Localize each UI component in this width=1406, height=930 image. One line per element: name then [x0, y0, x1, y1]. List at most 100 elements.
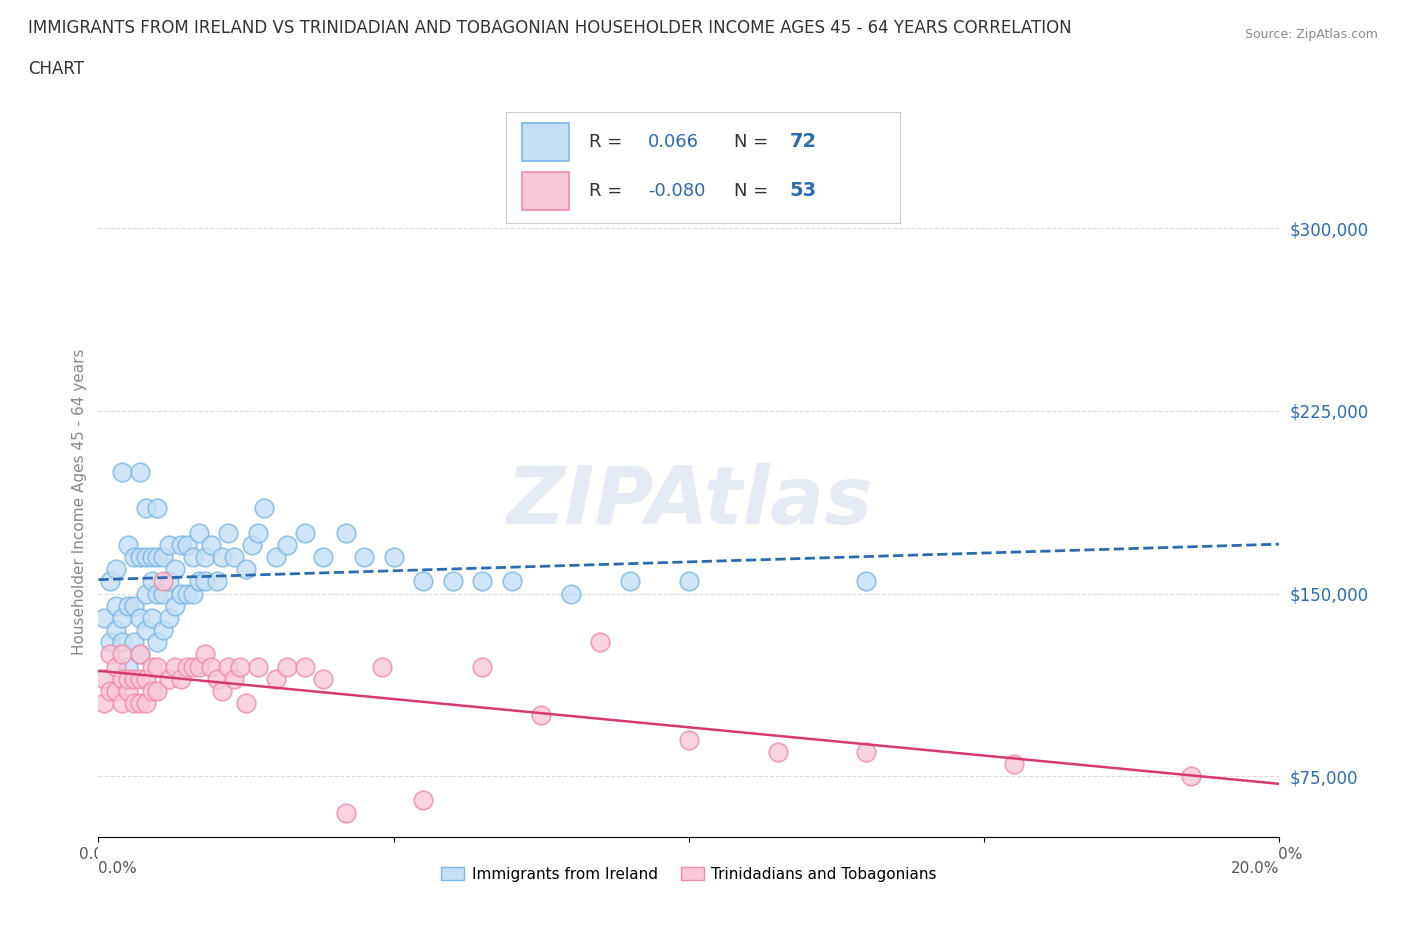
- Point: [152, 586, 174, 601]
- Text: CHART: CHART: [28, 60, 84, 78]
- Text: IMMIGRANTS FROM IRELAND VS TRINIDADIAN AND TOBAGONIAN HOUSEHOLDER INCOME AGES 45: IMMIGRANTS FROM IRELAND VS TRINIDADIAN A…: [28, 19, 1071, 36]
- Point: [135, 696, 157, 711]
- Point: [471, 659, 494, 674]
- Point: [146, 550, 169, 565]
- Point: [117, 598, 139, 613]
- Point: [135, 671, 157, 686]
- Point: [146, 659, 169, 674]
- Point: [170, 538, 193, 552]
- Point: [217, 525, 239, 540]
- Point: [141, 550, 163, 565]
- Point: [530, 708, 553, 723]
- Point: [441, 574, 464, 589]
- Point: [194, 550, 217, 565]
- Bar: [522, 123, 569, 161]
- Text: 0.0%: 0.0%: [98, 861, 138, 876]
- Text: ZIPAtlas: ZIPAtlas: [506, 463, 872, 541]
- Point: [176, 538, 198, 552]
- Point: [93, 671, 115, 686]
- Point: [105, 598, 128, 613]
- Point: [117, 684, 139, 698]
- Point: [353, 550, 375, 565]
- Point: [181, 550, 204, 565]
- Text: -0.080: -0.080: [648, 182, 706, 200]
- Point: [93, 696, 115, 711]
- Point: [122, 550, 145, 565]
- Point: [146, 635, 169, 650]
- Point: [235, 696, 257, 711]
- Point: [128, 550, 150, 565]
- Point: [157, 671, 180, 686]
- Point: [128, 671, 150, 686]
- Point: [229, 659, 252, 674]
- Point: [501, 574, 523, 589]
- Point: [335, 805, 357, 820]
- Point: [111, 610, 134, 625]
- Point: [194, 574, 217, 589]
- Point: [98, 635, 121, 650]
- Point: [128, 610, 150, 625]
- Point: [766, 744, 789, 759]
- Point: [135, 550, 157, 565]
- Point: [264, 671, 287, 686]
- Point: [105, 622, 128, 637]
- Text: 53: 53: [790, 181, 817, 200]
- Point: [117, 659, 139, 674]
- Point: [157, 538, 180, 552]
- Point: [471, 574, 494, 589]
- Point: [1180, 769, 1202, 784]
- Point: [619, 574, 641, 589]
- Point: [176, 659, 198, 674]
- Point: [335, 525, 357, 540]
- Point: [105, 659, 128, 674]
- Point: [98, 684, 121, 698]
- Text: Source: ZipAtlas.com: Source: ZipAtlas.com: [1244, 28, 1378, 41]
- Point: [371, 659, 394, 674]
- Point: [128, 647, 150, 662]
- Point: [205, 574, 228, 589]
- Point: [312, 671, 335, 686]
- Point: [200, 538, 222, 552]
- Point: [170, 586, 193, 601]
- Point: [122, 671, 145, 686]
- Point: [111, 635, 134, 650]
- Point: [246, 525, 269, 540]
- Point: [135, 622, 157, 637]
- Point: [122, 635, 145, 650]
- Point: [560, 586, 582, 601]
- Point: [294, 659, 316, 674]
- Point: [141, 684, 163, 698]
- Point: [157, 610, 180, 625]
- Point: [240, 538, 263, 552]
- Point: [412, 793, 434, 808]
- Point: [224, 671, 246, 686]
- Text: 72: 72: [790, 132, 817, 152]
- Point: [117, 671, 139, 686]
- Point: [128, 647, 150, 662]
- Point: [141, 574, 163, 589]
- Point: [105, 562, 128, 577]
- Point: [165, 562, 187, 577]
- Point: [135, 501, 157, 516]
- Point: [294, 525, 316, 540]
- Text: 0.066: 0.066: [648, 133, 699, 151]
- Point: [246, 659, 269, 674]
- Point: [135, 586, 157, 601]
- Point: [152, 622, 174, 637]
- Point: [678, 732, 700, 747]
- Point: [855, 744, 877, 759]
- Point: [157, 574, 180, 589]
- Point: [235, 562, 257, 577]
- Point: [98, 574, 121, 589]
- Y-axis label: Householder Income Ages 45 - 64 years: Householder Income Ages 45 - 64 years: [72, 349, 87, 656]
- Point: [589, 635, 612, 650]
- Point: [141, 610, 163, 625]
- Text: R =: R =: [589, 133, 628, 151]
- Point: [165, 598, 187, 613]
- Point: [111, 647, 134, 662]
- Point: [678, 574, 700, 589]
- Text: N =: N =: [734, 133, 775, 151]
- Point: [205, 671, 228, 686]
- Point: [128, 696, 150, 711]
- Point: [187, 659, 209, 674]
